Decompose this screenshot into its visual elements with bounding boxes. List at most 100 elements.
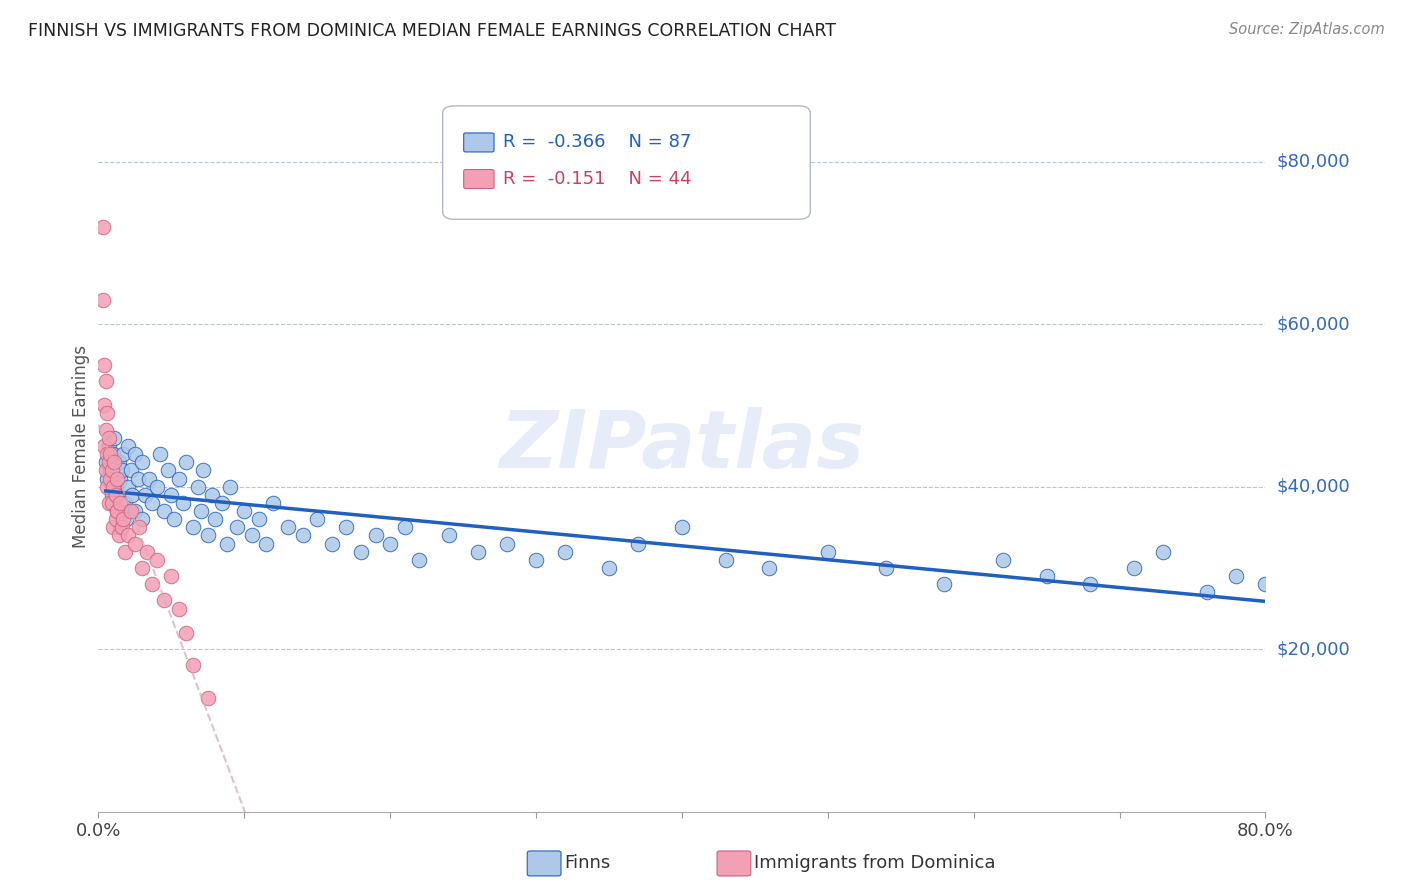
Point <box>875 561 897 575</box>
Point <box>167 601 190 615</box>
Point <box>714 553 737 567</box>
Point <box>97 431 120 445</box>
Point <box>627 536 650 550</box>
Point <box>94 463 117 477</box>
FancyBboxPatch shape <box>464 133 494 152</box>
Text: R =  -0.366    N = 87: R = -0.366 N = 87 <box>503 134 692 152</box>
Point <box>100 496 122 510</box>
Point <box>254 536 277 550</box>
Point <box>121 488 143 502</box>
Point <box>101 496 124 510</box>
Point <box>101 480 124 494</box>
Point <box>1080 577 1102 591</box>
Point <box>118 504 141 518</box>
Point <box>120 504 142 518</box>
Point <box>321 536 343 550</box>
Point <box>105 504 128 518</box>
Point <box>97 439 120 453</box>
Point <box>108 528 131 542</box>
Point <box>141 496 163 510</box>
FancyBboxPatch shape <box>464 169 494 188</box>
Point <box>153 593 176 607</box>
Point <box>94 423 117 437</box>
Point <box>1152 544 1174 558</box>
Point <box>991 553 1014 567</box>
Point <box>103 431 125 445</box>
Point <box>172 496 194 510</box>
Text: $20,000: $20,000 <box>1277 640 1350 658</box>
Point <box>335 520 357 534</box>
Point <box>131 512 153 526</box>
Point <box>117 528 139 542</box>
Point <box>437 528 460 542</box>
Point <box>218 480 240 494</box>
Point <box>127 471 149 485</box>
Point <box>1268 593 1291 607</box>
Point <box>193 463 215 477</box>
Y-axis label: Median Female Earnings: Median Female Earnings <box>72 344 90 548</box>
Point <box>111 463 134 477</box>
Point <box>226 520 249 534</box>
Point <box>524 553 547 567</box>
Text: R =  -0.151    N = 44: R = -0.151 N = 44 <box>503 170 692 188</box>
Point <box>114 496 136 510</box>
Point <box>135 544 157 558</box>
Point <box>110 496 132 510</box>
Text: Source: ZipAtlas.com: Source: ZipAtlas.com <box>1229 22 1385 37</box>
Point <box>163 512 186 526</box>
Point <box>141 577 163 591</box>
Point <box>105 504 128 518</box>
Point <box>134 488 156 502</box>
Point <box>817 544 839 558</box>
Point <box>104 512 127 526</box>
Point <box>100 488 122 502</box>
Point <box>124 447 146 461</box>
Point <box>98 447 121 461</box>
Point <box>201 488 224 502</box>
Point <box>93 439 115 453</box>
Point <box>131 561 153 575</box>
Point <box>167 471 190 485</box>
Point <box>100 463 122 477</box>
Point <box>307 512 329 526</box>
Point <box>181 658 204 673</box>
Point <box>554 544 576 558</box>
Point <box>96 480 118 494</box>
Point <box>97 496 120 510</box>
Point <box>160 488 183 502</box>
Point <box>1195 585 1218 599</box>
Point <box>112 512 135 526</box>
Point <box>105 471 128 485</box>
Point <box>211 496 233 510</box>
Point <box>108 455 131 469</box>
Point <box>197 528 219 542</box>
Point <box>124 504 146 518</box>
Text: ZIPatlas: ZIPatlas <box>499 407 865 485</box>
Point <box>190 504 212 518</box>
Point <box>115 512 138 526</box>
Point <box>103 455 125 469</box>
Text: $40,000: $40,000 <box>1277 477 1350 496</box>
Point <box>233 504 256 518</box>
Point <box>112 447 135 461</box>
Point <box>93 358 115 372</box>
Point <box>394 520 416 534</box>
Point <box>197 690 219 705</box>
Point <box>758 561 780 575</box>
Point <box>124 536 146 550</box>
Point <box>671 520 693 534</box>
Point <box>291 528 314 542</box>
Point <box>153 504 176 518</box>
Point <box>1225 569 1247 583</box>
Point <box>104 488 127 502</box>
Point <box>187 480 209 494</box>
Text: FINNISH VS IMMIGRANTS FROM DOMINICA MEDIAN FEMALE EARNINGS CORRELATION CHART: FINNISH VS IMMIGRANTS FROM DOMINICA MEDI… <box>28 22 837 40</box>
Point <box>97 455 120 469</box>
Point <box>91 293 114 307</box>
Point <box>110 520 132 534</box>
Point <box>146 480 169 494</box>
Point <box>934 577 956 591</box>
Point <box>496 536 519 550</box>
Point <box>110 471 132 485</box>
Point <box>204 512 226 526</box>
